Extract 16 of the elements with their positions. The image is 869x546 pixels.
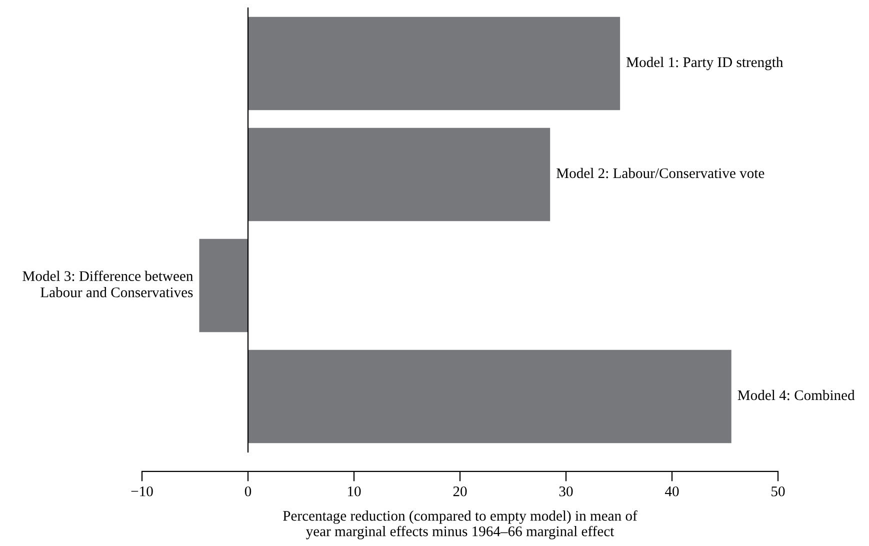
- y-tick-label: Model 2: Labour/Conservative vote: [556, 168, 764, 178]
- x-tick-label: 20: [453, 486, 467, 496]
- y-tick-label: Model 1: Party ID strength: [626, 56, 784, 70]
- y-tick-label: Model 3: Difference between Labour and Conservatives: [22, 270, 194, 298]
- bar: [199, 238, 248, 332]
- x-tick-label: 40: [664, 486, 679, 496]
- bar: [248, 350, 732, 444]
- bar: [248, 128, 550, 222]
- x-tick-label: 50: [772, 486, 785, 496]
- x-tick-label: 0: [244, 486, 252, 496]
- y-tick-label: Model 4: Combined: [738, 390, 855, 400]
- bar: [248, 16, 620, 110]
- x-tick-label: 10: [348, 486, 361, 496]
- x-axis-title: Percentage reduction (compared to empty model) in mean of year marginal effects minus 1964–66 marginal effect: [283, 510, 638, 540]
- x-tick-label: −10: [131, 486, 153, 496]
- x-tick-label: 30: [559, 486, 573, 496]
